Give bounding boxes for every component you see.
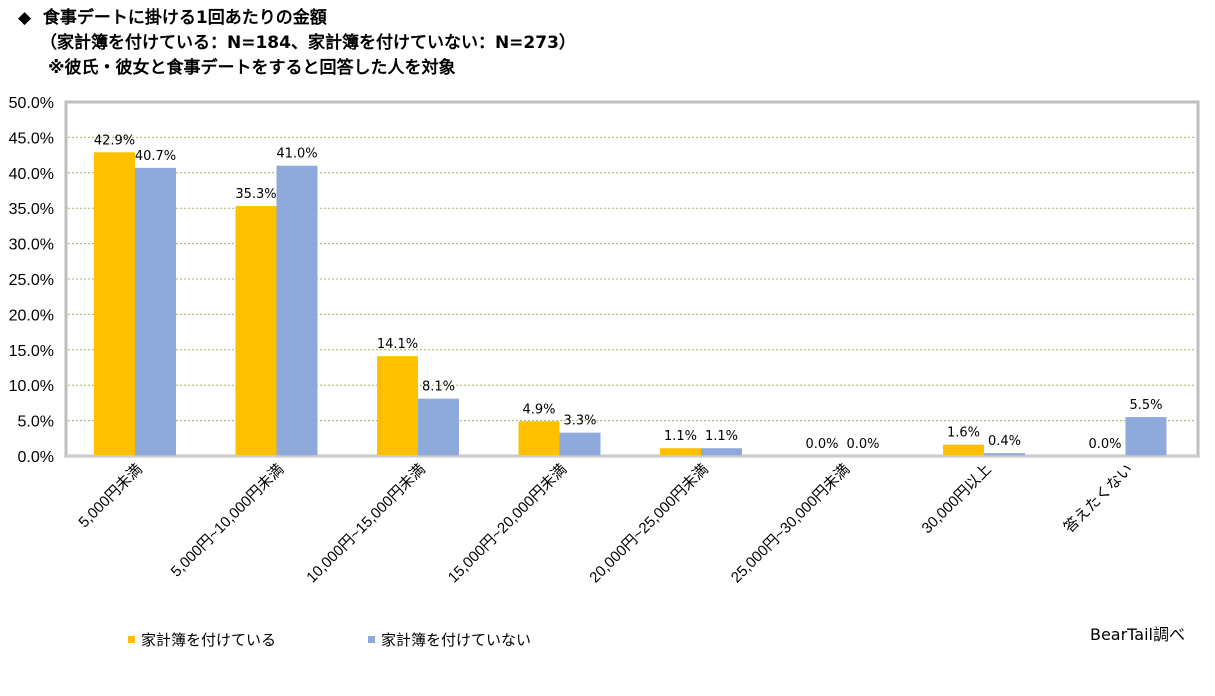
data-label: 14.1%	[377, 337, 418, 352]
bar-series-1	[518, 421, 560, 456]
y-tick-label: 30.0%	[9, 237, 54, 254]
data-label: 0.4%	[988, 434, 1021, 449]
bar-series-2	[135, 167, 176, 456]
y-tick-label: 45.0%	[9, 130, 54, 147]
x-category-label: 5,000円未満	[75, 461, 145, 531]
chart-legend: 家計簿を付けている 家計簿を付けていない	[128, 629, 608, 650]
data-label: 1.1%	[664, 429, 697, 444]
source-credit: BearTail調べ	[1089, 625, 1185, 644]
y-tick-label: 5.0%	[18, 414, 54, 431]
chart-subtitle: （家計簿を付けている：N=184、家計簿を付けていない：N=273）	[40, 33, 576, 53]
bar-series-2	[701, 448, 742, 456]
legend-swatch-series-1	[128, 636, 135, 643]
chart-title: ◆ 食事デートに掛ける1回あたりの金額	[18, 6, 576, 31]
x-category-label: 30,000円以上	[919, 461, 995, 537]
y-tick-label: 25.0%	[9, 272, 54, 289]
x-category-label: 20,000円~25,000円未満	[586, 461, 712, 587]
data-label: 1.1%	[705, 429, 738, 444]
data-label: 5.5%	[1129, 398, 1162, 413]
y-tick-label: 50.0%	[9, 95, 54, 112]
y-tick-label: 0.0%	[18, 449, 54, 466]
data-label: 4.9%	[522, 402, 555, 417]
data-label: 8.1%	[422, 380, 455, 395]
bar-series-1	[660, 448, 701, 456]
legend-label-series-2: 家計簿を付けていない	[381, 631, 532, 649]
data-label: 40.7%	[135, 149, 176, 164]
legend-swatch-series-2	[368, 636, 375, 643]
x-category-label: 5,000円~10,000円未満	[168, 461, 288, 581]
data-label: 42.9%	[94, 133, 135, 148]
data-label: 3.3%	[563, 414, 596, 429]
data-label: 0.0%	[1088, 437, 1121, 452]
y-tick-label: 35.0%	[9, 201, 54, 218]
data-label: 1.6%	[947, 426, 980, 441]
x-category-label: 15,000円~20,000円未満	[445, 461, 571, 587]
legend-item-series-2: 家計簿を付けていない	[368, 629, 608, 650]
x-category-label: 10,000円~15,000円未満	[303, 461, 429, 587]
x-category-label: 25,000円~30,000円未満	[728, 461, 854, 587]
bar-series-1	[235, 206, 277, 456]
y-tick-label: 20.0%	[9, 307, 54, 324]
chart-title-block: ◆ 食事デートに掛ける1回あたりの金額 （家計簿を付けている：N=184、家計簿…	[18, 6, 576, 81]
bar-series-2	[559, 432, 601, 456]
diamond-bullet-icon: ◆	[18, 8, 32, 28]
bar-series-1	[943, 444, 984, 456]
chart-title-text: 食事デートに掛ける1回あたりの金額	[42, 8, 327, 28]
data-label: 0.0%	[846, 437, 879, 452]
bar-series-2	[984, 453, 1025, 456]
y-tick-label: 15.0%	[9, 343, 54, 360]
bar-series-1	[94, 152, 135, 456]
legend-item-series-1: 家計簿を付けている	[128, 629, 368, 650]
legend-label-series-1: 家計簿を付けている	[141, 631, 277, 649]
data-label: 35.3%	[235, 187, 276, 202]
bar-series-2	[418, 398, 459, 456]
bar-series-2	[276, 165, 318, 456]
bar-series-2	[1125, 417, 1167, 456]
chart-note: ※彼氏・彼女と食事デートをすると回答した人を対象	[48, 58, 456, 78]
data-label: 41.0%	[276, 147, 317, 162]
x-category-label: 答えたくない	[1061, 461, 1137, 537]
bar-series-1	[377, 356, 418, 456]
data-label: 0.0%	[805, 437, 838, 452]
y-tick-label: 10.0%	[9, 378, 54, 395]
y-tick-label: 40.0%	[9, 166, 54, 183]
